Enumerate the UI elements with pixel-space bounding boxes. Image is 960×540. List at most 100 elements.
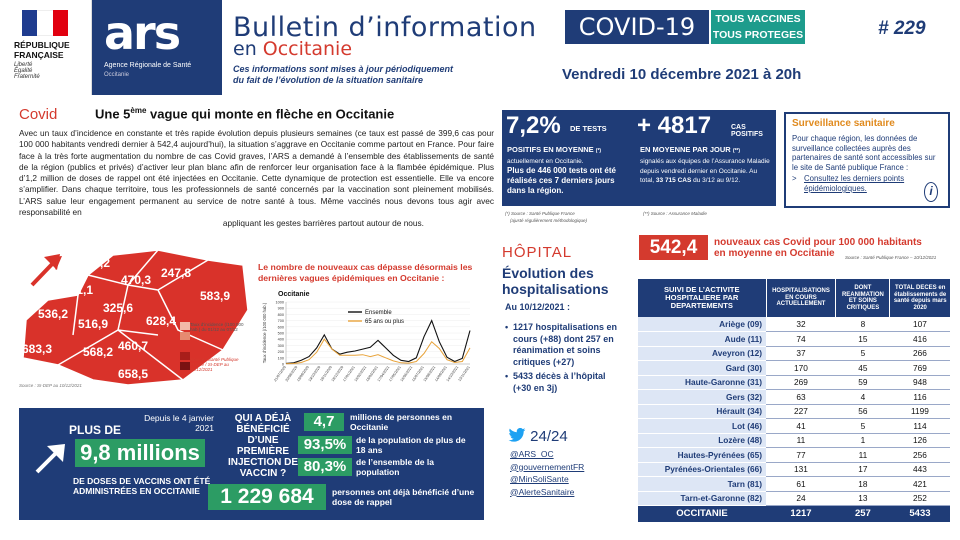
table-cell: 416 bbox=[889, 331, 950, 347]
positivity-rate: 7,2% bbox=[506, 112, 561, 139]
y-tick-label: 600 bbox=[278, 325, 284, 329]
daily-cases-unit: CAS POSITIFS bbox=[731, 124, 763, 138]
table-cell: 5 bbox=[835, 418, 890, 434]
chart-title: Occitanie bbox=[278, 291, 310, 298]
map-value: 553,2 bbox=[80, 256, 110, 270]
incidence-label: nouveaux cas Covid pour 100 000 habitant… bbox=[714, 237, 922, 259]
trend-up-arrow-icon bbox=[35, 444, 65, 474]
surveillance-panel: Surveillance sanitaire Pour chaque régio… bbox=[784, 112, 950, 208]
surveillance-link[interactable]: > Consultez les derniers points épidémiol… bbox=[792, 174, 905, 193]
twitter-handle-link[interactable]: @AlerteSanitaire bbox=[510, 486, 575, 497]
incidence-rate: 542,4 bbox=[639, 235, 708, 260]
table-cell: 11 bbox=[766, 433, 836, 448]
table-cell: 11 bbox=[835, 447, 890, 463]
department-name: Hautes-Pyrénées (65) bbox=[638, 447, 766, 463]
republique-label: RÉPUBLIQUE FRANÇAISE bbox=[14, 40, 70, 60]
booster-label: personnes ont déjà bénéficié d’une dose … bbox=[332, 487, 475, 507]
daily-cases-note: signalés aux équipes de l’Assurance Mala… bbox=[640, 158, 770, 184]
table-row: Pyrénées-Orientales (66) 131 17 443 bbox=[638, 462, 950, 477]
surveillance-title: Surveillance sanitaire bbox=[792, 118, 895, 129]
table-cell: 948 bbox=[889, 375, 950, 390]
vaccine-panel: PLUS DE Depuis le 4 janvier 2021 9,8 mil… bbox=[19, 408, 484, 520]
vaccine-slogan: TOUS VACCINES TOUS PROTEGES bbox=[711, 10, 805, 44]
department-name: Tarn (81) bbox=[638, 476, 766, 492]
ars-wordmark: ars bbox=[104, 6, 181, 60]
map-value: 516,9 bbox=[78, 317, 108, 331]
marianne-logo: RÉPUBLIQUE FRANÇAISE Liberté Égalité Frater… bbox=[0, 0, 92, 95]
republic-motto: Liberté Égalité Fraternité bbox=[14, 62, 40, 80]
incidence-map: 553,2 470,3 247,8 421,1 583,9 325,6 536,… bbox=[22, 249, 249, 386]
chart-heading: Le nombre de nouveaux cas dépasse désorm… bbox=[258, 262, 473, 283]
y-tick-label: 300 bbox=[278, 344, 284, 348]
stat-population-label: de l’ensemble de la population bbox=[356, 457, 434, 477]
covid-badge: COVID-19 bbox=[565, 10, 709, 44]
table-cell: 114 bbox=[889, 418, 950, 434]
twitter-title: 24/24 bbox=[508, 427, 568, 445]
doses-total: 9,8 millions bbox=[75, 439, 205, 467]
hospital-section-title: HÔPITAL bbox=[502, 244, 573, 261]
table-cell: 769 bbox=[889, 360, 950, 376]
stat-population: 80,3% bbox=[298, 458, 352, 476]
table-row: Ariège (09) 32 8 107 bbox=[638, 317, 950, 332]
legend-label: Ensemble bbox=[365, 310, 392, 316]
map-legend-text: Taux d’incidence (/100 000 hab.) du 01/1… bbox=[190, 322, 244, 332]
map-value: 628,4 bbox=[146, 314, 176, 328]
hospital-table: SUIVI DE L’ACTIVITE HOSPITALIERE PAR DEP… bbox=[638, 279, 950, 522]
map-value: 683,3 bbox=[22, 342, 52, 356]
twitter-handle-link[interactable]: @gouvernementFR bbox=[510, 461, 585, 472]
tests-panel: 7,2% DE TESTS POSITIFS EN MOYENNE (*) ac… bbox=[502, 110, 776, 206]
twitter-handle-link[interactable]: @ARS_OC bbox=[510, 449, 554, 459]
tests-source-2: (**) Source : Assurance Maladie bbox=[643, 211, 707, 216]
table-row: Tarn-et-Garonne (82) 24 13 252 bbox=[638, 491, 950, 506]
table-row: Tarn (81) 61 18 421 bbox=[638, 476, 950, 492]
twitter-handles: @ARS_OC @gouvernementFR @MinSoliSante @A… bbox=[510, 448, 584, 498]
table-row: Gard (30) 170 45 769 bbox=[638, 360, 950, 376]
map-value: 568,2 bbox=[83, 345, 113, 359]
series-line bbox=[285, 338, 471, 365]
department-name: Gers (32) bbox=[638, 389, 766, 405]
map-legend-source: Source : Santé Publique France / SI-DEP … bbox=[190, 357, 239, 372]
map-value: 325,6 bbox=[103, 301, 133, 315]
department-name: Tarn-et-Garonne (82) bbox=[638, 491, 766, 506]
positivity-note: actuellement en Occitanie. Plus de 446 00… bbox=[507, 158, 616, 195]
map-value: 536,2 bbox=[38, 307, 68, 321]
table-row: Aveyron (12) 37 5 266 bbox=[638, 346, 950, 361]
french-flag-icon bbox=[22, 10, 68, 36]
issue-number: # 229 bbox=[878, 18, 926, 39]
y-tick-label: 0 bbox=[282, 363, 284, 367]
table-row: Lozère (48) 11 1 126 bbox=[638, 433, 950, 448]
incidence-source: Source : Santé Publique France – 10/12/2… bbox=[845, 255, 937, 260]
twitter-handle-link[interactable]: @MinSoliSante bbox=[510, 474, 569, 484]
first-injection-question: QUI A DÉJÀ BÉNÉFICIÉ D’UNE PREMIÈRE INJE… bbox=[227, 413, 298, 479]
y-tick-label: 400 bbox=[278, 338, 284, 342]
table-cell: 170 bbox=[766, 360, 836, 376]
booster-count: 1 229 684 bbox=[208, 484, 326, 510]
ars-region: Occitanie bbox=[104, 72, 130, 78]
hospital-headline: Évolution des hospitalisations bbox=[502, 265, 609, 297]
hospital-item: • 5433 décès à l’hôpital (+30 en 3j) bbox=[505, 371, 606, 393]
tests-source-1: (*) Source : Santé Publique France bbox=[505, 211, 575, 216]
department-name: Hérault (34) bbox=[638, 404, 766, 419]
department-name: Aude (11) bbox=[638, 331, 766, 347]
table-cell: 269 bbox=[766, 375, 836, 390]
hospital-item: • 1217 hospitalisations en cours (+88) do… bbox=[505, 322, 618, 367]
total-cell: 1217 bbox=[766, 505, 836, 522]
table-cell: 266 bbox=[889, 346, 950, 361]
table-cell: 1199 bbox=[889, 404, 950, 419]
table-cell: 37 bbox=[766, 346, 836, 361]
table-cell: 41 bbox=[766, 418, 836, 434]
map-value: 460,7 bbox=[118, 339, 148, 353]
y-tick-label: 800 bbox=[278, 313, 284, 317]
table-row: Aude (11) 74 15 416 bbox=[638, 331, 950, 347]
info-icon: i bbox=[924, 182, 938, 202]
stat-people: 4,7 bbox=[304, 413, 344, 431]
daily-cases: + 4817 bbox=[637, 112, 712, 139]
table-cell: 421 bbox=[889, 476, 950, 492]
table-cell: 126 bbox=[889, 433, 950, 448]
ars-logo: ars Agence Régionale de Santé Occitanie bbox=[92, 0, 222, 95]
table-row: Hérault (34) 227 56 1199 bbox=[638, 404, 950, 419]
map-value: 470,3 bbox=[121, 273, 151, 287]
hospital-list: • 1217 hospitalisations en cours (+88) do… bbox=[505, 322, 625, 394]
bulletin-subtitle: en Occitanie bbox=[233, 38, 353, 60]
table-row: Gers (32) 63 4 116 bbox=[638, 389, 950, 405]
